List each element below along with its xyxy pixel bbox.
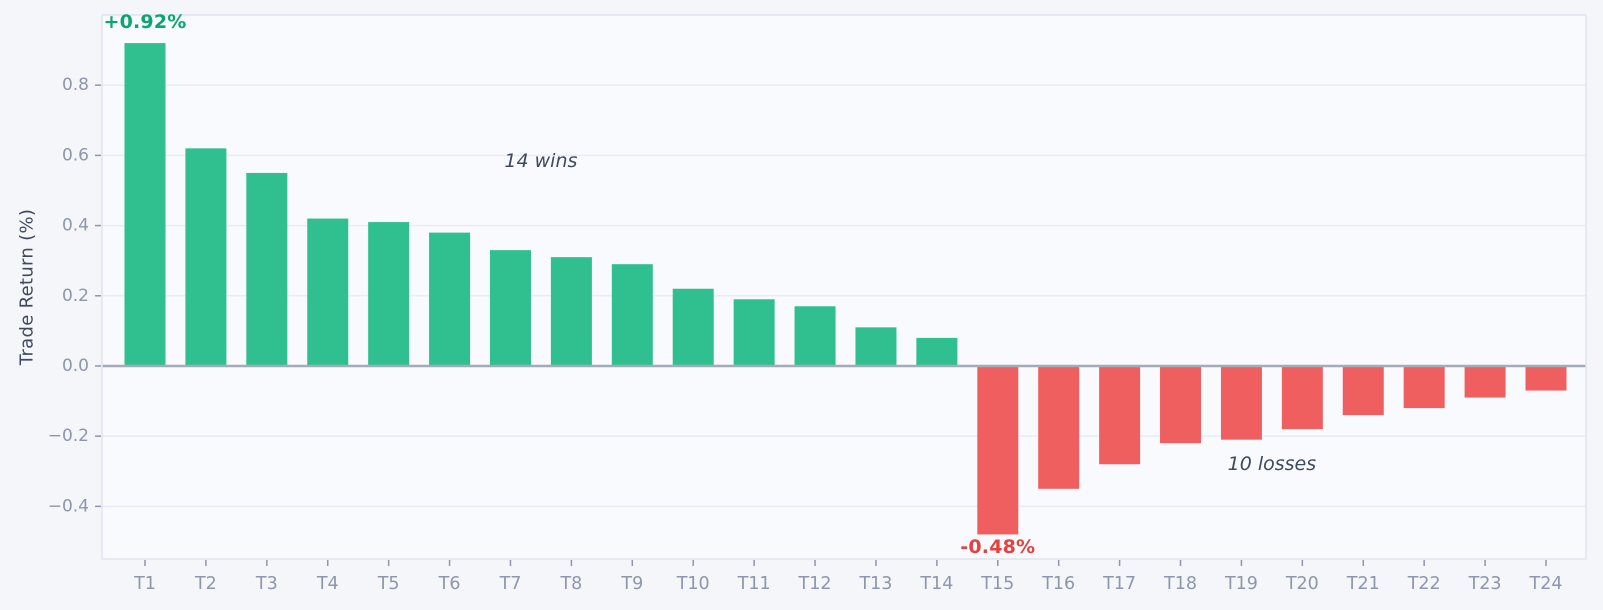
bar-T1 (124, 43, 166, 366)
bar-T15 (977, 365, 1019, 535)
bar-T13 (855, 327, 897, 366)
peak-value-label: +0.92% (103, 11, 187, 34)
y-tick-label: 0.4 (62, 216, 89, 236)
bar-T16 (1038, 365, 1080, 489)
x-tick-label: T2 (194, 574, 217, 594)
y-axis-title: Trade Return (%) (16, 208, 38, 366)
x-tick-label: T3 (255, 574, 278, 594)
y-tick-label: −0.2 (48, 426, 89, 446)
x-tick-label: T8 (559, 574, 582, 594)
x-tick-label: T16 (1041, 574, 1075, 594)
x-tick-label: T10 (676, 574, 710, 594)
y-tick-label: 0.0 (62, 356, 89, 376)
bar-T17 (1099, 365, 1141, 465)
x-tick-label: T23 (1468, 574, 1502, 594)
bar-T21 (1342, 365, 1384, 416)
x-tick-label: T22 (1407, 574, 1441, 594)
y-tick-label: 0.2 (62, 286, 89, 306)
bar-T12 (794, 306, 836, 366)
x-tick-label: T19 (1224, 574, 1258, 594)
x-tick-label: T5 (377, 574, 400, 594)
bar-T11 (733, 299, 775, 366)
bar-T10 (672, 288, 714, 366)
y-tick-label: −0.4 (48, 496, 89, 516)
x-tick-label: T15 (980, 574, 1014, 594)
bar-T3 (246, 172, 288, 366)
bar-T5 (368, 222, 410, 366)
bar-T22 (1403, 365, 1445, 409)
x-tick-label: T12 (798, 574, 832, 594)
x-tick-label: T1 (133, 574, 156, 594)
x-tick-label: T14 (919, 574, 953, 594)
x-tick-label: T4 (316, 574, 339, 594)
plot-area (102, 15, 1586, 559)
bar-T9 (611, 264, 653, 366)
bar-T24 (1525, 365, 1567, 391)
losses-count-label: 10 losses (1227, 453, 1317, 476)
wins-count-label: 14 wins (504, 149, 578, 172)
trough-value-label: -0.48% (960, 535, 1036, 558)
x-tick-label: T24 (1529, 574, 1563, 594)
x-tick-label: T9 (620, 574, 643, 594)
y-tick-label: 0.8 (62, 75, 89, 95)
bar-T7 (489, 250, 531, 366)
bar-T19 (1220, 365, 1262, 440)
x-tick-label: T21 (1346, 574, 1380, 594)
x-tick-label: T17 (1102, 574, 1136, 594)
x-tick-label: T13 (858, 574, 892, 594)
bar-T2 (185, 148, 227, 366)
bar-T14 (916, 337, 958, 366)
plot-border (101, 14, 1587, 560)
x-tick-label: T7 (499, 574, 522, 594)
bar-T23 (1464, 365, 1506, 398)
bar-T20 (1281, 365, 1323, 430)
x-tick-label: T20 (1285, 574, 1319, 594)
bar-T18 (1160, 365, 1202, 444)
y-tick-label: 0.6 (62, 145, 89, 165)
bar-T8 (550, 257, 592, 366)
x-tick-label: T6 (438, 574, 461, 594)
x-tick-label: T11 (737, 574, 771, 594)
x-tick-label: T18 (1163, 574, 1197, 594)
bar-T6 (429, 232, 471, 366)
bar-T4 (307, 218, 349, 366)
